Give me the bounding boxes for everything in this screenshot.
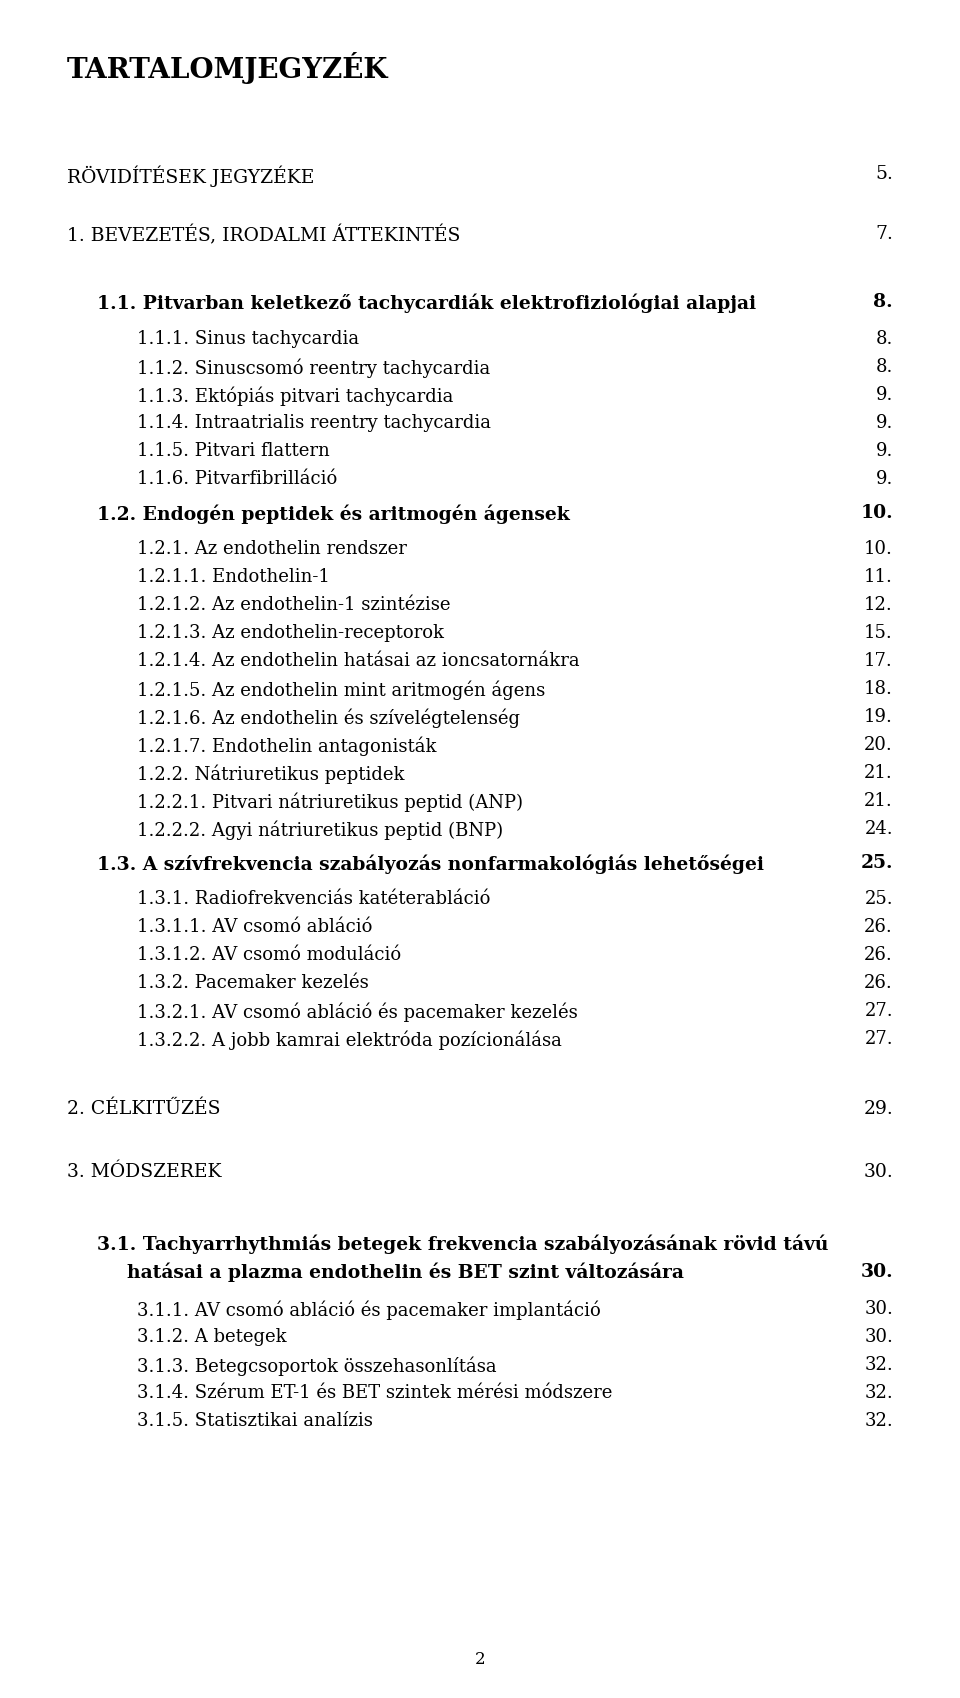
Text: 32.: 32.	[864, 1413, 893, 1430]
Text: 1.2. Endogén peptidek és aritmogén ágensek: 1.2. Endogén peptidek és aritmogén ágens…	[97, 504, 570, 523]
Text: 1.2.1.4. Az endothelin hatásai az ioncsatornákra: 1.2.1.4. Az endothelin hatásai az ioncsa…	[137, 652, 580, 671]
Text: 1.3.2.2. A jobb kamrai elektróda pozícionálása: 1.3.2.2. A jobb kamrai elektróda pozício…	[137, 1031, 562, 1049]
Text: 9.: 9.	[876, 385, 893, 404]
Text: 9.: 9.	[876, 441, 893, 460]
Text: 1.2.2.2. Agyi nátriuretikus peptid (BNP): 1.2.2.2. Agyi nátriuretikus peptid (BNP)	[137, 820, 503, 839]
Text: 1.1.3. Ektópiás pitvari tachycardia: 1.1.3. Ektópiás pitvari tachycardia	[137, 385, 453, 406]
Text: 29.: 29.	[863, 1100, 893, 1117]
Text: 3.1.3. Betegcsoportok összehasonlítása: 3.1.3. Betegcsoportok összehasonlítása	[137, 1357, 496, 1375]
Text: 25.: 25.	[860, 854, 893, 873]
Text: 1.2.1.6. Az endothelin és szívelégtelenség: 1.2.1.6. Az endothelin és szívelégtelens…	[137, 708, 520, 727]
Text: 1.1.2. Sinuscsomó reentry tachycardia: 1.1.2. Sinuscsomó reentry tachycardia	[137, 358, 491, 377]
Text: 12.: 12.	[864, 596, 893, 615]
Text: 3.1. Tachyarrhythmiás betegek frekvencia szabályozásának rövid távú: 3.1. Tachyarrhythmiás betegek frekvencia…	[97, 1234, 828, 1255]
Text: RÖVIDÍTÉSEK JEGYZÉKE: RÖVIDÍTÉSEK JEGYZÉKE	[67, 165, 314, 187]
Text: 1.2.2. Nátriuretikus peptidek: 1.2.2. Nátriuretikus peptidek	[137, 764, 404, 783]
Text: 30.: 30.	[864, 1328, 893, 1347]
Text: 17.: 17.	[864, 652, 893, 671]
Text: hatásai a plazma endothelin és BET szint változására: hatásai a plazma endothelin és BET szint…	[127, 1263, 684, 1282]
Text: 1.1.4. Intraatrialis reentry tachycardia: 1.1.4. Intraatrialis reentry tachycardia	[137, 414, 491, 431]
Text: 1.3.2.1. AV csomó abláció és pacemaker kezelés: 1.3.2.1. AV csomó abláció és pacemaker k…	[137, 1002, 578, 1022]
Text: 10.: 10.	[864, 540, 893, 559]
Text: 8.: 8.	[876, 329, 893, 348]
Text: 3. MÓDSZEREK: 3. MÓDSZEREK	[67, 1163, 222, 1182]
Text: 27.: 27.	[864, 1002, 893, 1020]
Text: 1.3.1.2. AV csomó moduláció: 1.3.1.2. AV csomó moduláció	[137, 946, 401, 964]
Text: TARTALOMJEGYZÉK: TARTALOMJEGYZÉK	[67, 53, 389, 83]
Text: 1.2.1.3. Az endothelin-receptorok: 1.2.1.3. Az endothelin-receptorok	[137, 623, 444, 642]
Text: 32.: 32.	[864, 1357, 893, 1374]
Text: 2: 2	[474, 1650, 486, 1667]
Text: 1.1.6. Pitvarfibrilláció: 1.1.6. Pitvarfibrilláció	[137, 470, 337, 487]
Text: 1.2.1.7. Endothelin antagonisták: 1.2.1.7. Endothelin antagonisták	[137, 735, 437, 756]
Text: 1.1. Pitvarban keletkező tachycardiák elektrofiziológiai alapjai: 1.1. Pitvarban keletkező tachycardiák el…	[97, 294, 756, 312]
Text: 8.: 8.	[874, 294, 893, 311]
Text: 26.: 26.	[864, 975, 893, 992]
Text: 1.2.2.1. Pitvari nátriuretikus peptid (ANP): 1.2.2.1. Pitvari nátriuretikus peptid (A…	[137, 791, 523, 812]
Text: 30.: 30.	[864, 1301, 893, 1318]
Text: 3.1.1. AV csomó abláció és pacemaker implantáció: 3.1.1. AV csomó abláció és pacemaker imp…	[137, 1301, 601, 1319]
Text: 10.: 10.	[860, 504, 893, 521]
Text: 24.: 24.	[864, 820, 893, 839]
Text: 3.1.5. Statisztikai analízis: 3.1.5. Statisztikai analízis	[137, 1413, 372, 1430]
Text: 30.: 30.	[860, 1263, 893, 1280]
Text: 2. CÉLKITŰZÉS: 2. CÉLKITŰZÉS	[67, 1100, 221, 1117]
Text: 1.1.5. Pitvari flattern: 1.1.5. Pitvari flattern	[137, 441, 329, 460]
Text: 1. BEVEZETÉS, IRODALMI ÁTTEKINTÉS: 1. BEVEZETÉS, IRODALMI ÁTTEKINTÉS	[67, 226, 461, 245]
Text: 27.: 27.	[864, 1031, 893, 1048]
Text: 18.: 18.	[864, 679, 893, 698]
Text: 25.: 25.	[864, 890, 893, 908]
Text: 9.: 9.	[876, 414, 893, 431]
Text: 32.: 32.	[864, 1384, 893, 1403]
Text: 26.: 26.	[864, 946, 893, 964]
Text: 7.: 7.	[876, 226, 893, 243]
Text: 21.: 21.	[864, 791, 893, 810]
Text: 19.: 19.	[864, 708, 893, 727]
Text: 11.: 11.	[864, 569, 893, 586]
Text: 1.2.1.1. Endothelin-1: 1.2.1.1. Endothelin-1	[137, 569, 330, 586]
Text: 1.1.1. Sinus tachycardia: 1.1.1. Sinus tachycardia	[137, 329, 359, 348]
Text: 1.3.1.1. AV csomó abláció: 1.3.1.1. AV csomó abláció	[137, 919, 372, 936]
Text: 1.2.1.2. Az endothelin-1 szintézise: 1.2.1.2. Az endothelin-1 szintézise	[137, 596, 450, 615]
Text: 1.3.2. Pacemaker kezelés: 1.3.2. Pacemaker kezelés	[137, 975, 369, 992]
Text: 9.: 9.	[876, 470, 893, 487]
Text: 1.3. A szívfrekvencia szabályozás nonfarmakológiás lehetőségei: 1.3. A szívfrekvencia szabályozás nonfar…	[97, 854, 764, 873]
Text: 1.3.1. Radiofrekvenciás katéterabláció: 1.3.1. Radiofrekvenciás katéterabláció	[137, 890, 491, 908]
Text: 1.2.1. Az endothelin rendszer: 1.2.1. Az endothelin rendszer	[137, 540, 407, 559]
Text: 8.: 8.	[876, 358, 893, 375]
Text: 15.: 15.	[864, 623, 893, 642]
Text: 26.: 26.	[864, 919, 893, 936]
Text: 3.1.4. Szérum ET-1 és BET szintek mérési módszere: 3.1.4. Szérum ET-1 és BET szintek mérési…	[137, 1384, 612, 1403]
Text: 1.2.1.5. Az endothelin mint aritmogén ágens: 1.2.1.5. Az endothelin mint aritmogén ág…	[137, 679, 545, 700]
Text: 20.: 20.	[864, 735, 893, 754]
Text: 3.1.2. A betegek: 3.1.2. A betegek	[137, 1328, 287, 1347]
Text: 21.: 21.	[864, 764, 893, 783]
Text: 30.: 30.	[863, 1163, 893, 1182]
Text: 5.: 5.	[876, 165, 893, 183]
